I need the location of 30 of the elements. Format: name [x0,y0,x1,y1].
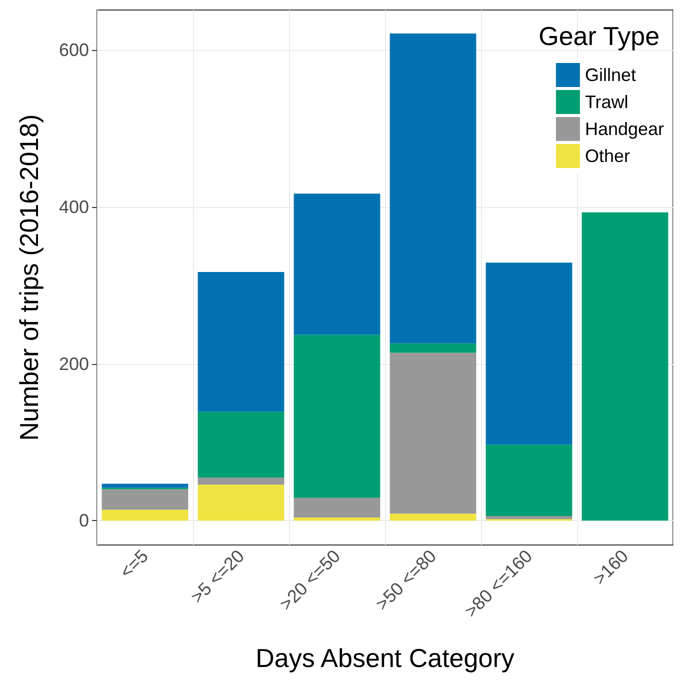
x-axis-title: Days Absent Category [256,643,514,673]
bar [294,334,380,498]
bar [198,272,284,412]
legend-label: Trawl [584,92,628,112]
y-tick-label: 0 [78,510,89,531]
legend-label: Handgear [584,119,664,139]
bar [390,514,476,521]
bar [486,516,572,520]
legend-label: Other [584,146,630,166]
y-tick-label: 400 [58,196,89,217]
y-tick-label: 600 [58,40,89,60]
bar [102,510,188,521]
legend-title: Gear Type [538,21,660,51]
bar [390,343,476,353]
bar [198,478,284,485]
y-tick-label: 200 [58,354,89,374]
y-axis-title: Number of trips (2016-2018) [14,114,44,441]
bar [390,34,476,344]
x-tick-label: <=5 [116,546,152,582]
bar [486,262,572,445]
legend-label: Gillnet [584,65,636,85]
bar [294,194,380,335]
bar [486,444,572,516]
bar [198,412,284,478]
bar [198,484,284,521]
bar [582,212,668,521]
bar [294,498,380,518]
bar [390,352,476,514]
bar [294,518,380,521]
bar [102,489,188,510]
